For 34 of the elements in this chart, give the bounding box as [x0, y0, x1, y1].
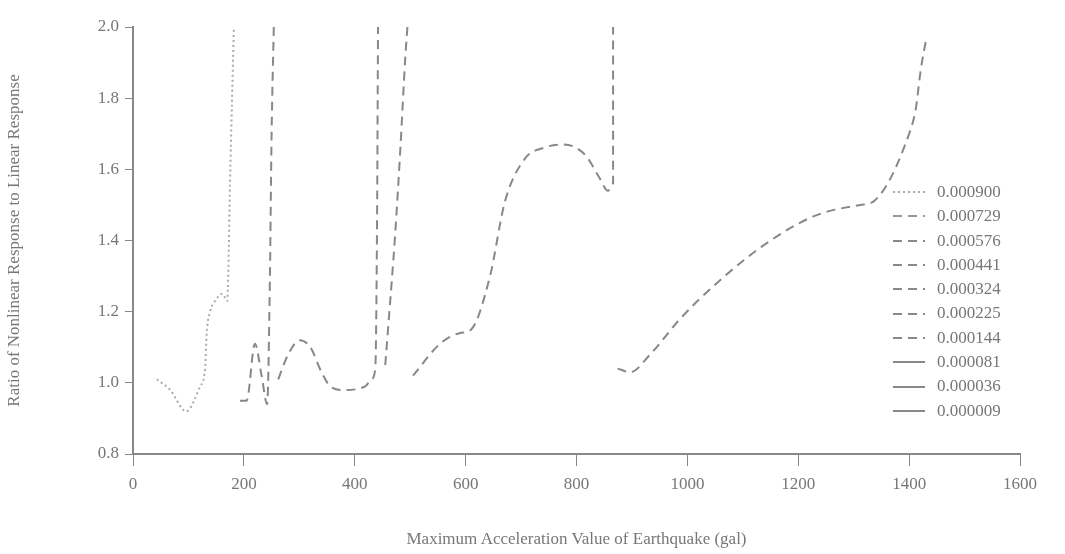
legend-label: 0.000009	[937, 399, 1001, 422]
y-tick-label: 2.0	[97, 16, 119, 36]
y-axis-title: Ratio of Nonlinear Response to Linear Response	[3, 74, 23, 407]
x-tick-label: 1000	[670, 473, 705, 493]
legend-label: 0.000081	[937, 351, 1001, 374]
y-tick-label: 1.4	[97, 229, 120, 249]
legend-label: 0.000144	[937, 326, 1001, 349]
x-tick-label: 1200	[781, 473, 816, 493]
y-tick-label: 0.8	[97, 443, 119, 463]
x-tick-label: 800	[563, 473, 590, 493]
line-series	[384, 27, 409, 367]
y-tick-label: 1.0	[97, 372, 119, 392]
x-tick-label: 1600	[1003, 473, 1037, 493]
legend-label: 0.000900	[937, 181, 1001, 203]
legend-label: 0.000324	[937, 278, 1001, 301]
legend-label: 0.000225	[937, 302, 1001, 325]
legend-label: 0.000036	[937, 375, 1001, 398]
line-series	[277, 27, 380, 391]
x-tick-label: 1400	[892, 473, 927, 493]
x-tick-label: 400	[342, 473, 368, 493]
x-tick-label: 200	[231, 473, 257, 493]
y-tick-label: 1.8	[97, 87, 119, 107]
legend-label: 0.000729	[937, 205, 1001, 228]
line-series	[155, 27, 235, 413]
line-series	[411, 27, 615, 377]
x-tick-label: 600	[452, 473, 479, 493]
x-tick-label: 0	[128, 473, 138, 493]
line-series	[616, 40, 927, 374]
line-series	[238, 27, 275, 406]
y-tick-label: 1.6	[97, 158, 119, 178]
legend-label: 0.000441	[937, 253, 1001, 276]
x-axis-title: Maximum Acceleration Value of Earthquake (gal)	[406, 529, 747, 549]
legend-label: 0.000576	[937, 229, 1001, 252]
y-tick-label: 1.2	[97, 301, 119, 321]
